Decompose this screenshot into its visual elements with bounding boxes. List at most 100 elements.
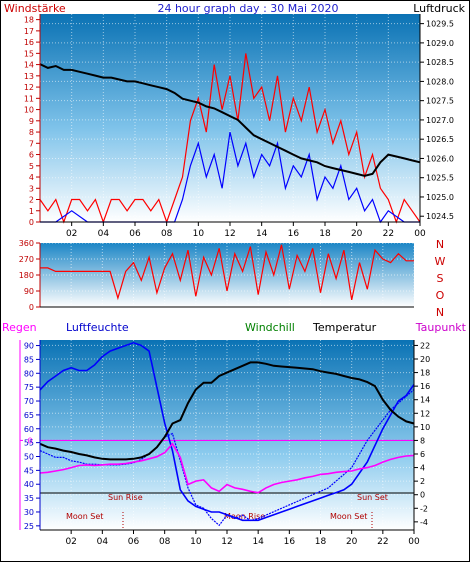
wind-speed-tick-label: 15 [24, 49, 34, 58]
x-tick-label: 02 [66, 229, 77, 239]
windchill-label: Windchill [245, 321, 295, 334]
x-tick-label: 16 [284, 537, 296, 547]
pressure-tick-label: 1027.5 [426, 97, 454, 106]
pressure-label: Luftdruck [413, 2, 465, 15]
humidity-tick-label: 90 [24, 342, 34, 351]
pressure-tick-label: 1026.0 [426, 154, 454, 163]
humidity-tick-label: 65 [24, 411, 34, 420]
humidity-tick-label: 80 [24, 369, 34, 378]
wind-speed-tick-label: 8 [29, 128, 34, 137]
x-tick-label: 14 [256, 229, 268, 239]
humidity-tick-label: 55 [24, 439, 34, 448]
x-tick-label: 10 [190, 537, 202, 547]
wind-direction-tick-label: 360 [19, 239, 34, 248]
x-tick-label: 22 [377, 537, 388, 547]
wind-pressure-grid [40, 14, 421, 222]
wind-speed-tick-label: 18 [24, 16, 34, 25]
wind-speed-tick-label: 3 [29, 184, 34, 193]
wind-direction-ticks: 0 90 180 270 360 [19, 239, 40, 312]
wind-speed-tick-label: 4 [29, 173, 34, 182]
wind-speed-tick-label: 2 [29, 196, 34, 205]
wind-speed-tick-label: 0 [29, 218, 34, 227]
wind-speed-tick-label: 11 [24, 94, 34, 103]
temperature-tick-label: -4 [420, 518, 428, 527]
temperature-tick-label: -2 [420, 504, 428, 513]
x-tick-label: 04 [97, 537, 109, 547]
temperature-tick-label: 8 [420, 436, 425, 445]
x-tick-label: 08 [161, 229, 173, 239]
pressure-tick-label: 1028.0 [426, 77, 454, 86]
temperature-ticks: -4 -2 0 2 4 6 8 10 12 14 16 18 20 22 [414, 341, 430, 527]
dewpoint-label: Taupunkt [415, 321, 467, 334]
temperature-tick-label: 0 [420, 491, 425, 500]
x-tick-label: 04 [98, 229, 110, 239]
pressure-tick-label: 1029.0 [426, 39, 454, 48]
x-tick-label: 00 [408, 537, 420, 547]
compass-label: N [436, 306, 444, 319]
temperature-tick-label: 6 [420, 450, 425, 459]
pressure-tick-label: 1024.5 [426, 212, 454, 221]
wind-speed-tick-label: 14 [24, 61, 34, 70]
temperature-tick-label: 4 [420, 464, 425, 473]
compass-label: W [435, 255, 446, 268]
x-tick-label: 18 [319, 229, 331, 239]
moon-set-label: Moon Set [66, 512, 103, 521]
wind-speed-tick-label: 16 [24, 38, 34, 47]
pressure-tick-label: 1028.5 [426, 58, 454, 67]
sun-rise-label: Sun Rise [108, 493, 143, 502]
x-tick-label: 06 [129, 229, 141, 239]
temperature-line [39, 361, 415, 461]
temperature-humidity-x-ticks: 02 04 06 08 10 12 14 16 18 20 22 00 [65, 530, 420, 547]
compass-label: O [436, 289, 445, 302]
temperature-tick-label: 22 [420, 341, 430, 350]
humidity-tick-label: 40 [24, 480, 34, 489]
humidity-tick-label: 35 [24, 494, 34, 503]
temperature-tick-label: 12 [420, 409, 430, 418]
wind-direction-tick-label: 180 [19, 271, 34, 280]
wind-speed-tick-label: 9 [29, 117, 34, 126]
wind-speed-tick-label: 13 [24, 72, 34, 81]
x-tick-label: 08 [159, 537, 171, 547]
x-tick-label: 12 [224, 229, 235, 239]
wind-speed-tick-label: 5 [29, 162, 34, 171]
wind-speed-tick-label: 6 [29, 151, 34, 160]
humidity-tick-label: 75 [24, 383, 34, 392]
pressure-tick-label: 1025.5 [426, 174, 454, 183]
temperature-tick-label: 20 [420, 355, 430, 364]
pressure-tick-label: 1029.5 [426, 20, 454, 29]
wind-direction-tick-label: 270 [19, 255, 34, 264]
temperature-label: Temperatur [312, 321, 377, 334]
compass-label: N [436, 238, 444, 251]
moon-set-label-2: Moon Set [330, 512, 367, 521]
x-tick-label: 20 [346, 537, 358, 547]
temperature-tick-label: 16 [420, 382, 430, 391]
wind-direction-series [40, 244, 414, 301]
dewpoint-line [39, 442, 415, 494]
x-tick-label: 20 [351, 229, 363, 239]
x-tick-label: 12 [221, 537, 232, 547]
wind-speed-tick-label: 10 [24, 106, 34, 115]
wind-direction-tick-label: 90 [24, 287, 34, 296]
wind-direction-tick-label: 0 [29, 303, 34, 312]
wind-speed-label: Windstärke [4, 2, 66, 15]
temperature-tick-label: 10 [420, 423, 430, 432]
x-tick-label: 22 [383, 229, 394, 239]
humidity-ticks: 25 30 35 40 45 50 55 60 65 70 75 80 85 90 [24, 342, 40, 531]
pressure-line [39, 63, 421, 177]
wind-pressure-plot-area [40, 14, 420, 222]
humidity-label: Luftfeuchte [66, 321, 129, 334]
temperature-humidity-series: 0 [20, 341, 415, 527]
sun-set-label: Sun Set [357, 493, 388, 502]
temperature-tick-label: 2 [420, 477, 425, 486]
x-tick-label: 18 [315, 537, 327, 547]
wind-speed-tick-label: 7 [29, 139, 34, 148]
x-tick-label: 10 [193, 229, 205, 239]
temperature-tick-label: 18 [420, 369, 430, 378]
humidity-tick-label: 60 [24, 425, 34, 434]
humidity-tick-label: 30 [24, 508, 34, 517]
wind-speed-tick-label: 12 [24, 83, 34, 92]
rain-axis-tick-label: 0 [27, 436, 32, 445]
